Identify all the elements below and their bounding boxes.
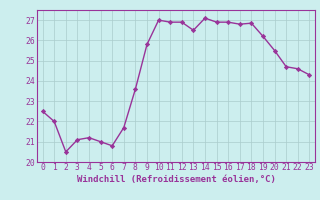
X-axis label: Windchill (Refroidissement éolien,°C): Windchill (Refroidissement éolien,°C) <box>76 175 276 184</box>
